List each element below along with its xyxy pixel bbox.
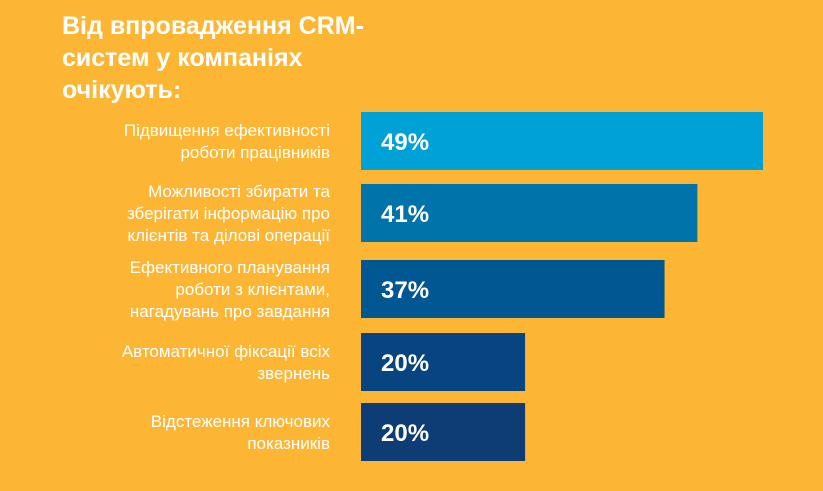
bar-1 [361, 112, 763, 170]
category-label-line: Ефективного планування [130, 258, 330, 277]
category-label-line: Підвищення ефективності [124, 121, 330, 140]
category-label-line: Автоматичної фіксації всіх [122, 342, 331, 361]
category-label-line: Можливості збирати та [148, 182, 330, 201]
bar-value-label: 49% [381, 129, 429, 156]
category-label-line: зберігати інформацію про [127, 204, 330, 223]
category-label-line: звернень [257, 364, 330, 383]
category-label-line: клієнтів та ділові операції [127, 226, 330, 245]
category-label: Автоматичної фіксації всіх звернень [122, 342, 331, 383]
category-label: Відстеження ключових показників [151, 412, 331, 453]
bar-5 [361, 403, 526, 461]
bar-value-label: 20% [381, 420, 429, 447]
bar-4 [361, 333, 526, 391]
bar-3 [361, 260, 665, 318]
category-label-line: показників [247, 434, 330, 453]
category-label-line: Відстеження ключових [151, 412, 331, 431]
category-label-line: роботи працівників [180, 143, 330, 162]
bar-value-label: 20% [381, 350, 429, 377]
category-label: Можливості збирати та зберігати інформаці… [127, 182, 331, 245]
bar-value-label: 37% [381, 277, 429, 304]
bar-value-label: 41% [381, 201, 429, 228]
category-label-line: роботи з клієнтами, [175, 280, 330, 299]
category-label: Ефективного планування роботи з клієнтами… [130, 258, 330, 321]
category-label: Підвищення ефективності роботи працівникі… [124, 121, 330, 162]
chart-title: Від впровадження CRM-систем у компаніях … [62, 12, 364, 104]
bar-2 [361, 184, 698, 242]
category-label-line: нагадувань про завдання [130, 302, 330, 321]
